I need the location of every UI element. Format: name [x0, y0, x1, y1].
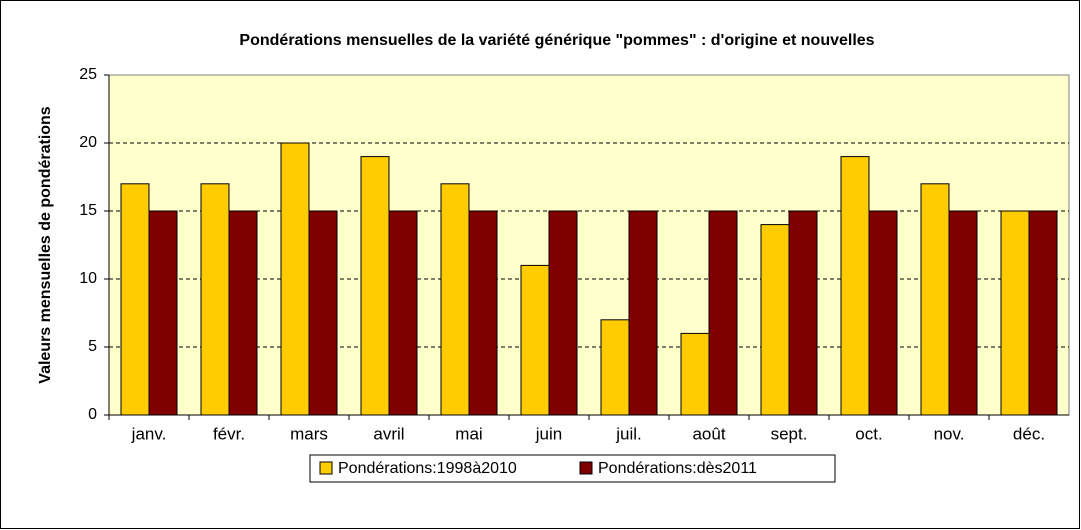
- legend-label: Pondérations:1998à2010: [338, 460, 517, 477]
- x-tick-label: janv.: [131, 424, 167, 443]
- x-tick-label: déc.: [1013, 424, 1045, 443]
- bar: [440, 183, 470, 416]
- bar: [600, 319, 630, 416]
- bar: [468, 210, 498, 416]
- bar: [1028, 210, 1058, 416]
- y-tick-label: 5: [88, 338, 97, 355]
- y-axis-label: Valeurs mensuelles de pondérations: [37, 106, 54, 384]
- x-tick-label: sept.: [771, 424, 808, 443]
- x-tick-label: août: [692, 424, 725, 443]
- bar: [708, 210, 738, 416]
- x-tick-label: juin: [535, 424, 562, 443]
- x-tick-label: mars: [290, 424, 328, 443]
- bar: [520, 264, 550, 416]
- y-tick-label: 0: [88, 406, 97, 423]
- bar: [1000, 210, 1030, 416]
- bar: [920, 183, 950, 416]
- legend-swatch: [579, 461, 593, 475]
- bar: [628, 210, 658, 416]
- legend-label: Pondérations:dès2011: [598, 460, 757, 477]
- bar: [228, 210, 258, 416]
- bar: [788, 210, 818, 416]
- bar: [308, 210, 338, 416]
- x-tick-label: mai: [455, 424, 482, 443]
- bar: [200, 183, 230, 416]
- chart-title: Pondérations mensuelles de la variété gé…: [239, 32, 874, 49]
- y-tick-label: 20: [79, 134, 97, 151]
- plot-area: [108, 74, 1070, 416]
- bar: [868, 210, 898, 416]
- bar: [548, 210, 578, 416]
- x-tick-label: nov.: [934, 424, 965, 443]
- y-tick-label: 15: [79, 202, 97, 219]
- x-tick-label: juil.: [615, 424, 642, 443]
- bar: [388, 210, 418, 416]
- bar: [280, 142, 310, 416]
- legend-swatch: [319, 461, 333, 475]
- bar: [120, 183, 150, 416]
- bar: [680, 332, 710, 416]
- x-tick-label: févr.: [213, 424, 245, 443]
- bar: [148, 210, 178, 416]
- x-tick-label: avril: [373, 424, 404, 443]
- bar: [760, 224, 790, 416]
- y-tick-label: 25: [79, 66, 97, 83]
- y-tick-label: 10: [79, 270, 97, 287]
- bar: [360, 156, 390, 416]
- bar: [840, 156, 870, 416]
- x-tick-label: oct.: [855, 424, 882, 443]
- legend-box: [309, 454, 836, 483]
- bar: [948, 210, 978, 416]
